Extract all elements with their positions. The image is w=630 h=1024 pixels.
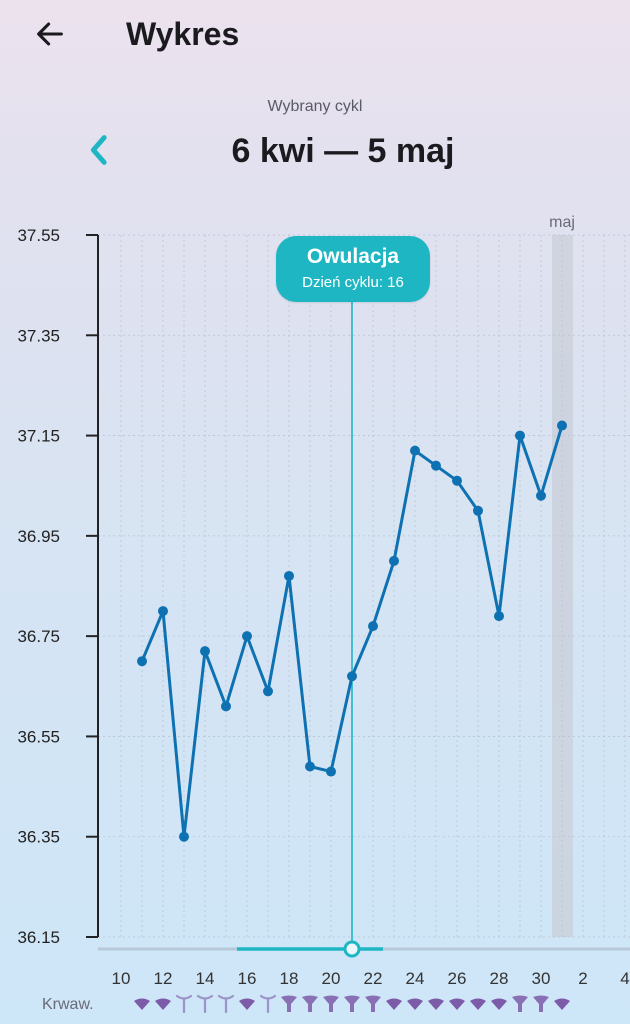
y-tick-label: 37.55: [17, 226, 60, 245]
bleeding-heavy-icon: [449, 998, 465, 1010]
y-tick-label: 37.35: [17, 326, 60, 345]
ovulation-tooltip: Owulacja Dzień cyklu: 16: [276, 236, 430, 302]
highlight-column: [552, 235, 573, 937]
x-tick-label: 16: [238, 969, 257, 988]
temperature-point: [179, 831, 189, 842]
y-tick-label: 37.15: [17, 427, 60, 446]
x-tick-label: 24: [406, 969, 425, 988]
y-tick-label: 36.15: [17, 928, 60, 947]
y-tick-label: 36.35: [17, 828, 60, 847]
temperature-point: [431, 460, 441, 471]
bleeding-light-icon: [259, 994, 277, 1014]
bleeding-heavy-icon: [428, 998, 444, 1010]
y-tick-label: 36.75: [17, 627, 60, 646]
y-tick-label: 36.95: [17, 527, 60, 546]
x-tick-label: 12: [154, 969, 173, 988]
bleeding-heavy-icon: [407, 998, 423, 1010]
x-tick-label: 18: [280, 969, 299, 988]
temperature-point: [452, 475, 462, 486]
temperature-point: [536, 490, 546, 501]
x-tick-label: 28: [490, 969, 509, 988]
bleeding-medium-icon: [512, 995, 528, 1012]
temperature-point: [410, 445, 420, 456]
y-tick-label: 36.55: [17, 727, 60, 746]
temperature-point: [242, 631, 252, 642]
temperature-point: [347, 671, 357, 682]
cycle-date-range: 6 kwi — 5 maj: [231, 132, 455, 170]
bleeding-medium-icon: [533, 995, 549, 1012]
bleeding-light-icon: [217, 994, 235, 1014]
x-tick-label: 22: [364, 969, 383, 988]
temperature-point: [515, 430, 525, 441]
x-tick-label: 10: [112, 969, 131, 988]
x-tick-label: 4: [620, 969, 629, 988]
ovulation-title: Owulacja: [306, 245, 400, 268]
bleeding-medium-icon: [323, 995, 339, 1012]
back-button[interactable]: [28, 12, 72, 56]
temperature-point: [158, 606, 168, 617]
bleeding-heavy-icon: [554, 998, 570, 1010]
month-label: maj: [549, 214, 575, 231]
x-tick-label: 20: [322, 969, 341, 988]
previous-cycle-button[interactable]: [80, 128, 116, 172]
temperature-chart[interactable]: 37.55 37.35 37.15 36.95 36.75 36.55 36.35 36.15…: [0, 200, 630, 1024]
temperature-point: [305, 761, 315, 772]
bleeding-heavy-icon: [155, 998, 171, 1010]
bleeding-heavy-icon: [491, 998, 507, 1010]
x-tick-label: 26: [448, 969, 467, 988]
bleeding-medium-icon: [365, 995, 381, 1012]
temperature-point: [473, 505, 483, 516]
bleeding-medium-icon: [302, 995, 318, 1012]
bleeding-medium-icon: [281, 995, 297, 1012]
bleeding-heavy-icon: [239, 998, 255, 1010]
arrow-left-icon: [37, 22, 63, 46]
temperature-point: [389, 555, 399, 566]
ovulation-cycle-day: Dzień cyklu: 16: [302, 274, 404, 291]
page-title: Wykres: [126, 16, 240, 52]
temperature-point: [221, 701, 231, 712]
temperature-point: [368, 621, 378, 632]
temperature-point: [494, 611, 504, 622]
temperature-point: [137, 656, 147, 667]
bleeding-row-label: Krwaw.: [42, 996, 94, 1013]
x-tick-label: 14: [196, 969, 215, 988]
temperature-point: [200, 646, 210, 657]
temperature-point: [284, 570, 294, 581]
bleeding-medium-icon: [344, 995, 360, 1012]
bleeding-light-icon: [196, 994, 214, 1014]
bleeding-light-icon: [175, 994, 193, 1014]
x-tick-label: 30: [532, 969, 551, 988]
chevron-left-icon: [90, 135, 107, 165]
bleeding-heavy-icon: [386, 998, 402, 1010]
x-tick-label: 2: [578, 969, 587, 988]
top-app-bar: Wykres: [0, 0, 630, 68]
timeline-knob[interactable]: [343, 940, 361, 958]
bleeding-heavy-icon: [134, 998, 150, 1010]
temperature-point: [263, 686, 273, 697]
temperature-point: [326, 766, 336, 777]
bleeding-heavy-icon: [470, 998, 486, 1010]
selected-cycle-caption: Wybrany cykl: [267, 98, 363, 115]
temperature-point: [557, 420, 567, 431]
